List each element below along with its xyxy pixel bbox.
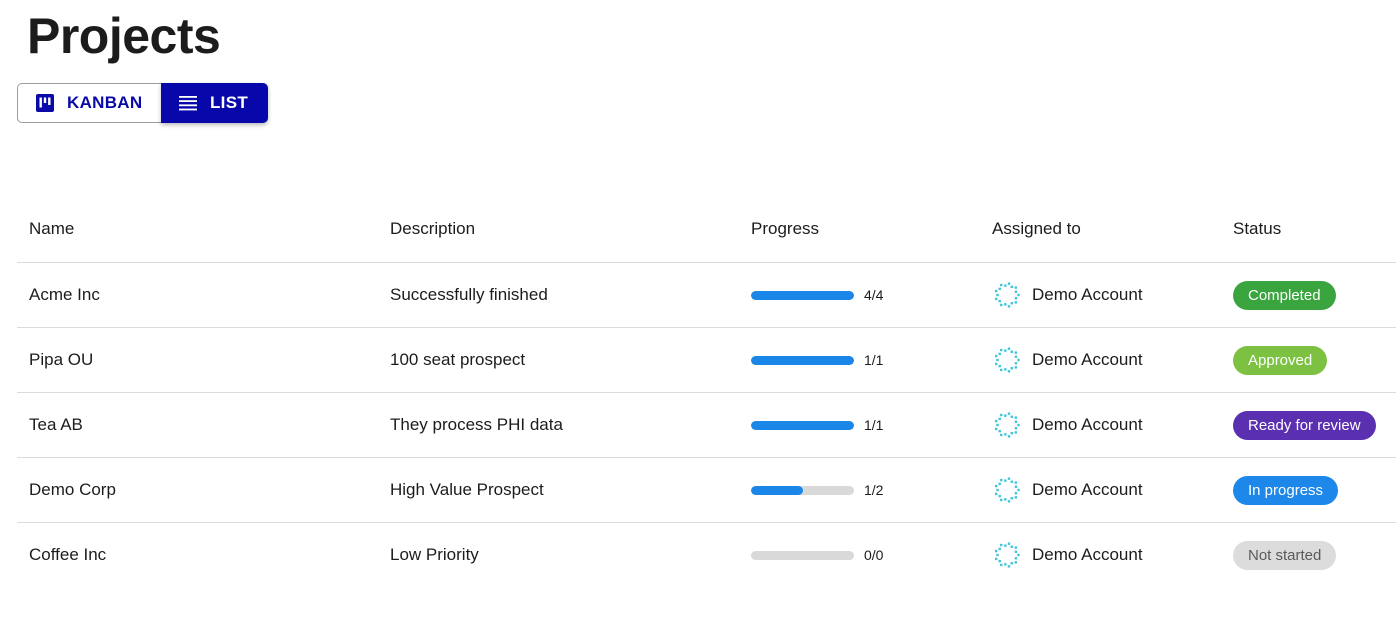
project-assignee: Demo Account bbox=[980, 262, 1221, 328]
project-name: Demo Corp bbox=[17, 457, 378, 523]
project-assignee: Demo Account bbox=[980, 457, 1221, 523]
project-status: In progress bbox=[1221, 457, 1396, 523]
avatar-icon bbox=[994, 477, 1020, 503]
project-status: Ready for review bbox=[1221, 392, 1396, 458]
progress-indicator: 1/1 bbox=[751, 352, 980, 368]
progress-label: 0/0 bbox=[864, 547, 884, 563]
project-assignee: Demo Account bbox=[980, 392, 1221, 458]
progress-label: 1/1 bbox=[864, 352, 884, 368]
project-name: Pipa OU bbox=[17, 327, 378, 393]
column-header-name[interactable]: Name bbox=[17, 195, 378, 263]
list-view-button[interactable]: LIST bbox=[161, 83, 268, 123]
column-header-description[interactable]: Description bbox=[378, 195, 739, 263]
progress-bar bbox=[751, 485, 854, 495]
project-description: Low Priority bbox=[390, 545, 479, 564]
project-description: High Value Prospect bbox=[378, 457, 739, 523]
avatar-icon bbox=[994, 347, 1020, 373]
project-assignee: Demo Account bbox=[980, 327, 1221, 393]
list-view-label: LIST bbox=[210, 93, 249, 112]
page-title: Projects bbox=[27, 8, 221, 64]
progress-bar bbox=[751, 420, 854, 430]
project-description: Successfully finished bbox=[378, 262, 739, 328]
project-name: Tea AB bbox=[17, 392, 378, 458]
progress-fill bbox=[751, 290, 854, 300]
projects-table: Name Description Progress Assigned to St… bbox=[17, 195, 1396, 587]
progress-label: 1/2 bbox=[864, 482, 884, 498]
assignee-name: Demo Account bbox=[1032, 350, 1143, 369]
assignee: Demo Account bbox=[992, 410, 1221, 440]
project-assignee: Demo Account bbox=[980, 523, 1221, 588]
project-description: They process PHI data bbox=[378, 392, 739, 458]
progress-bar bbox=[751, 550, 854, 560]
project-progress: 1/1 bbox=[739, 392, 980, 458]
project-name: Acme Inc bbox=[17, 262, 378, 328]
project-description: 100 seat prospect bbox=[378, 327, 739, 393]
progress-indicator: 1/2 bbox=[751, 482, 980, 498]
column-header-progress[interactable]: Progress bbox=[739, 195, 980, 263]
project-status: Approved bbox=[1221, 327, 1396, 393]
progress-label: 4/4 bbox=[864, 287, 884, 303]
assignee: Demo Account bbox=[992, 345, 1221, 375]
assignee-name: Demo Account bbox=[1032, 480, 1143, 499]
assignee: Demo Account bbox=[992, 540, 1221, 570]
table-row[interactable]: Tea AB They process PHI data 1/1 Demo Ac… bbox=[17, 392, 1396, 458]
list-icon bbox=[179, 96, 197, 111]
project-progress: 1/2 bbox=[739, 457, 980, 523]
project-name: Coffee Inc bbox=[29, 545, 107, 564]
view-toggle: KANBAN LIST bbox=[17, 83, 268, 123]
avatar-icon bbox=[994, 282, 1020, 308]
kanban-view-button[interactable]: KANBAN bbox=[17, 83, 161, 123]
progress-fill bbox=[751, 355, 854, 365]
column-header-assigned-to[interactable]: Assigned to bbox=[980, 195, 1221, 263]
progress-indicator: 1/1 bbox=[751, 417, 980, 433]
avatar-icon bbox=[994, 412, 1020, 438]
status-badge: Approved bbox=[1233, 345, 1328, 375]
table-row[interactable]: Coffee Inc Low Priority 0/0 Demo Account… bbox=[17, 523, 1396, 588]
progress-label: 1/1 bbox=[864, 417, 884, 433]
project-progress: 4/4 bbox=[739, 262, 980, 328]
avatar-icon bbox=[994, 542, 1020, 568]
progress-bar bbox=[751, 290, 854, 300]
project-progress: 0/0 bbox=[739, 523, 980, 588]
assignee-name: Demo Account bbox=[1032, 285, 1143, 304]
status-badge: Ready for review bbox=[1233, 410, 1376, 440]
assignee: Demo Account bbox=[992, 475, 1221, 505]
status-badge: Not started bbox=[1233, 540, 1337, 570]
assignee-name: Demo Account bbox=[1032, 545, 1143, 564]
table-row[interactable]: Pipa OU 100 seat prospect 1/1 Demo Accou… bbox=[17, 327, 1396, 393]
progress-fill bbox=[751, 485, 803, 495]
progress-bar bbox=[751, 355, 854, 365]
table-header-row: Name Description Progress Assigned to St… bbox=[17, 195, 1396, 263]
status-badge: Completed bbox=[1233, 280, 1336, 310]
project-status: Completed bbox=[1221, 262, 1396, 328]
kanban-view-label: KANBAN bbox=[67, 93, 143, 112]
assignee: Demo Account bbox=[992, 280, 1221, 310]
project-progress: 1/1 bbox=[739, 327, 980, 393]
table-row[interactable]: Demo Corp High Value Prospect 1/2 Demo A… bbox=[17, 457, 1396, 523]
status-badge: In progress bbox=[1233, 475, 1339, 505]
table-row[interactable]: Acme Inc Successfully finished 4/4 Demo … bbox=[17, 262, 1396, 328]
kanban-icon bbox=[36, 94, 54, 112]
progress-indicator: 4/4 bbox=[751, 287, 980, 303]
assignee-name: Demo Account bbox=[1032, 415, 1143, 434]
progress-fill bbox=[751, 420, 854, 430]
project-status: Not started bbox=[1221, 523, 1396, 588]
column-header-status[interactable]: Status bbox=[1221, 195, 1396, 263]
progress-indicator: 0/0 bbox=[751, 547, 980, 563]
